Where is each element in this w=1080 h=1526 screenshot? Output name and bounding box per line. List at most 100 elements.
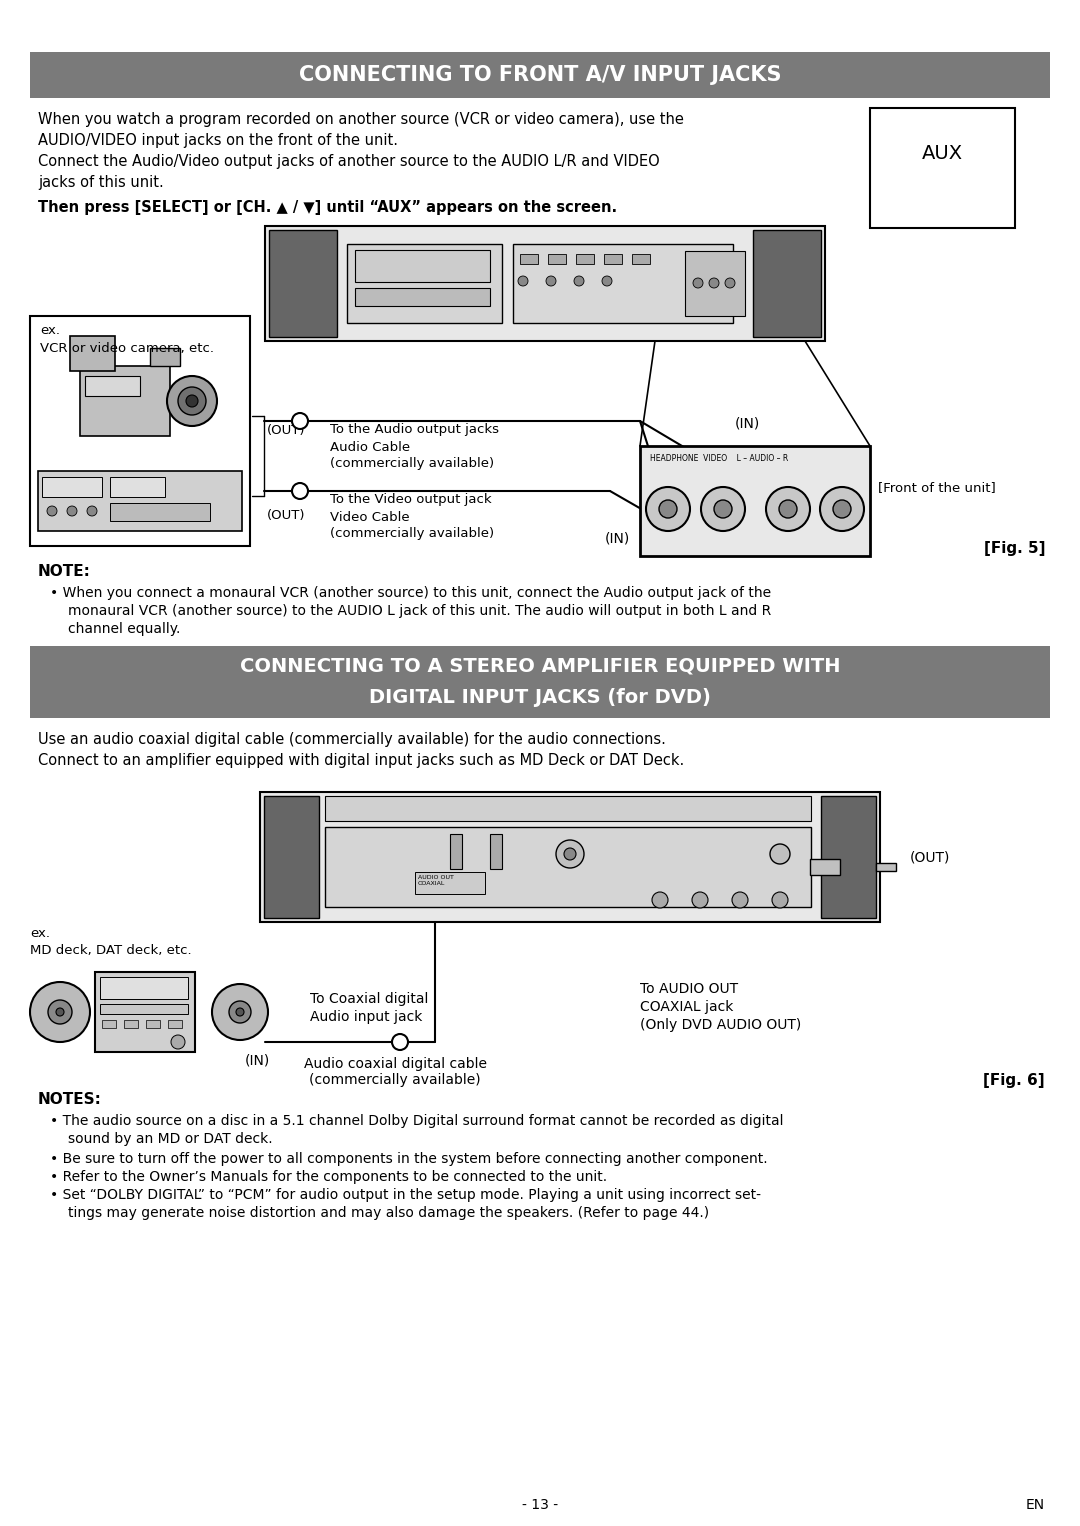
Text: tings may generate noise distortion and may also damage the speakers. (Refer to : tings may generate noise distortion and … bbox=[68, 1206, 710, 1219]
Circle shape bbox=[701, 487, 745, 531]
Text: HEADPHONE  VIDEO    L – AUDIO – R: HEADPHONE VIDEO L – AUDIO – R bbox=[650, 455, 788, 462]
Text: ex.: ex. bbox=[40, 324, 60, 337]
Text: monaural VCR (another source) to the AUDIO L jack of this unit. The audio will o: monaural VCR (another source) to the AUD… bbox=[68, 604, 771, 618]
Bar bbox=[415, 871, 485, 894]
Bar bbox=[347, 244, 502, 324]
Circle shape bbox=[708, 278, 719, 288]
Bar bbox=[146, 1019, 160, 1029]
Text: Video Cable: Video Cable bbox=[330, 511, 409, 523]
Bar bbox=[513, 244, 733, 324]
Circle shape bbox=[518, 276, 528, 285]
Text: CONNECTING TO A STEREO AMPLIFIER EQUIPPED WITH: CONNECTING TO A STEREO AMPLIFIER EQUIPPE… bbox=[240, 656, 840, 676]
Text: • Set “DOLBY DIGITAL” to “PCM” for audio output in the setup mode. Playing a uni: • Set “DOLBY DIGITAL” to “PCM” for audio… bbox=[50, 1189, 761, 1202]
Text: CONNECTING TO FRONT A/V INPUT JACKS: CONNECTING TO FRONT A/V INPUT JACKS bbox=[299, 66, 781, 85]
Bar bbox=[42, 478, 102, 497]
Bar bbox=[70, 336, 114, 371]
Circle shape bbox=[292, 484, 308, 499]
Text: AUDIO OUT
COAXIAL: AUDIO OUT COAXIAL bbox=[418, 874, 454, 885]
Text: (IN): (IN) bbox=[735, 417, 760, 430]
Circle shape bbox=[48, 507, 57, 516]
Text: Audio coaxial digital cable: Audio coaxial digital cable bbox=[303, 1058, 486, 1071]
Bar bbox=[685, 250, 745, 316]
Text: (commercially available): (commercially available) bbox=[330, 526, 495, 540]
Bar bbox=[640, 446, 870, 555]
Text: (IN): (IN) bbox=[605, 531, 631, 545]
Text: NOTE:: NOTE: bbox=[38, 565, 91, 578]
Circle shape bbox=[772, 893, 788, 908]
Text: Connect the Audio/Video output jacks of another source to the AUDIO L/R and VIDE: Connect the Audio/Video output jacks of … bbox=[38, 154, 660, 169]
Bar bbox=[30, 52, 1050, 98]
Text: [Fig. 6]: [Fig. 6] bbox=[984, 1073, 1045, 1088]
Text: Audio input jack: Audio input jack bbox=[310, 1010, 422, 1024]
Bar bbox=[450, 835, 462, 868]
Bar bbox=[821, 797, 876, 919]
Circle shape bbox=[556, 839, 584, 868]
Bar bbox=[753, 230, 821, 337]
Text: channel equally.: channel equally. bbox=[68, 623, 180, 636]
Bar bbox=[519, 253, 538, 264]
Bar bbox=[355, 250, 490, 282]
Text: Connect to an amplifier equipped with digital input jacks such as MD Deck or DAT: Connect to an amplifier equipped with di… bbox=[38, 752, 685, 768]
Text: To the Audio output jacks: To the Audio output jacks bbox=[330, 423, 499, 436]
Text: (OUT): (OUT) bbox=[910, 850, 950, 864]
Circle shape bbox=[602, 276, 612, 285]
Circle shape bbox=[48, 1000, 72, 1024]
Circle shape bbox=[833, 501, 851, 517]
Bar bbox=[100, 1004, 188, 1013]
Text: VCR or video camera, etc.: VCR or video camera, etc. bbox=[40, 342, 214, 356]
Bar bbox=[150, 348, 180, 366]
Bar bbox=[80, 366, 170, 436]
Bar bbox=[124, 1019, 138, 1029]
Text: • The audio source on a disc in a 5.1 channel Dolby Digital surround format cann: • The audio source on a disc in a 5.1 ch… bbox=[50, 1114, 783, 1128]
Bar bbox=[30, 316, 249, 546]
Circle shape bbox=[779, 501, 797, 517]
Text: NOTES:: NOTES: bbox=[38, 1093, 102, 1106]
Text: To Coaxial digital: To Coaxial digital bbox=[310, 992, 429, 1006]
Text: [Fig. 5]: [Fig. 5] bbox=[984, 542, 1045, 555]
Text: Audio Cable: Audio Cable bbox=[330, 441, 410, 455]
Text: EN: EN bbox=[1026, 1499, 1045, 1512]
Bar bbox=[810, 859, 840, 874]
Circle shape bbox=[178, 388, 206, 415]
Text: [Front of the unit]: [Front of the unit] bbox=[878, 481, 996, 494]
Text: To the Video output jack: To the Video output jack bbox=[330, 493, 491, 507]
Bar bbox=[870, 108, 1015, 227]
Text: Use an audio coaxial digital cable (commercially available) for the audio connec: Use an audio coaxial digital cable (comm… bbox=[38, 732, 666, 748]
Text: (commercially available): (commercially available) bbox=[309, 1073, 481, 1087]
Circle shape bbox=[30, 983, 90, 1042]
Text: jacks of this unit.: jacks of this unit. bbox=[38, 175, 164, 191]
Bar bbox=[490, 835, 502, 868]
Circle shape bbox=[820, 487, 864, 531]
Bar bbox=[876, 864, 896, 871]
Circle shape bbox=[659, 501, 677, 517]
Bar bbox=[260, 792, 880, 922]
Text: To AUDIO OUT: To AUDIO OUT bbox=[640, 983, 738, 996]
Bar bbox=[30, 645, 1050, 719]
Circle shape bbox=[732, 893, 748, 908]
Circle shape bbox=[725, 278, 735, 288]
Bar bbox=[355, 288, 490, 307]
Circle shape bbox=[564, 848, 576, 861]
Circle shape bbox=[693, 278, 703, 288]
Text: (commercially available): (commercially available) bbox=[330, 456, 495, 470]
Text: When you watch a program recorded on another source (VCR or video camera), use t: When you watch a program recorded on ano… bbox=[38, 111, 684, 127]
Bar bbox=[110, 478, 165, 497]
Text: AUX: AUX bbox=[922, 143, 963, 163]
Bar bbox=[38, 472, 242, 531]
Bar bbox=[265, 226, 825, 340]
Text: DIGITAL INPUT JACKS (for DVD): DIGITAL INPUT JACKS (for DVD) bbox=[369, 688, 711, 708]
Circle shape bbox=[171, 1035, 185, 1048]
Bar bbox=[102, 1019, 116, 1029]
Text: AUDIO/VIDEO input jacks on the front of the unit.: AUDIO/VIDEO input jacks on the front of … bbox=[38, 133, 399, 148]
Bar bbox=[548, 253, 566, 264]
Circle shape bbox=[56, 1009, 64, 1016]
Text: (IN): (IN) bbox=[245, 1054, 270, 1068]
Bar bbox=[110, 504, 210, 520]
Circle shape bbox=[546, 276, 556, 285]
Circle shape bbox=[714, 501, 732, 517]
Text: • Refer to the Owner’s Manuals for the components to be connected to the unit.: • Refer to the Owner’s Manuals for the c… bbox=[50, 1170, 607, 1184]
Text: MD deck, DAT deck, etc.: MD deck, DAT deck, etc. bbox=[30, 945, 191, 957]
Bar bbox=[325, 827, 811, 906]
Bar bbox=[325, 797, 811, 821]
Circle shape bbox=[652, 893, 669, 908]
